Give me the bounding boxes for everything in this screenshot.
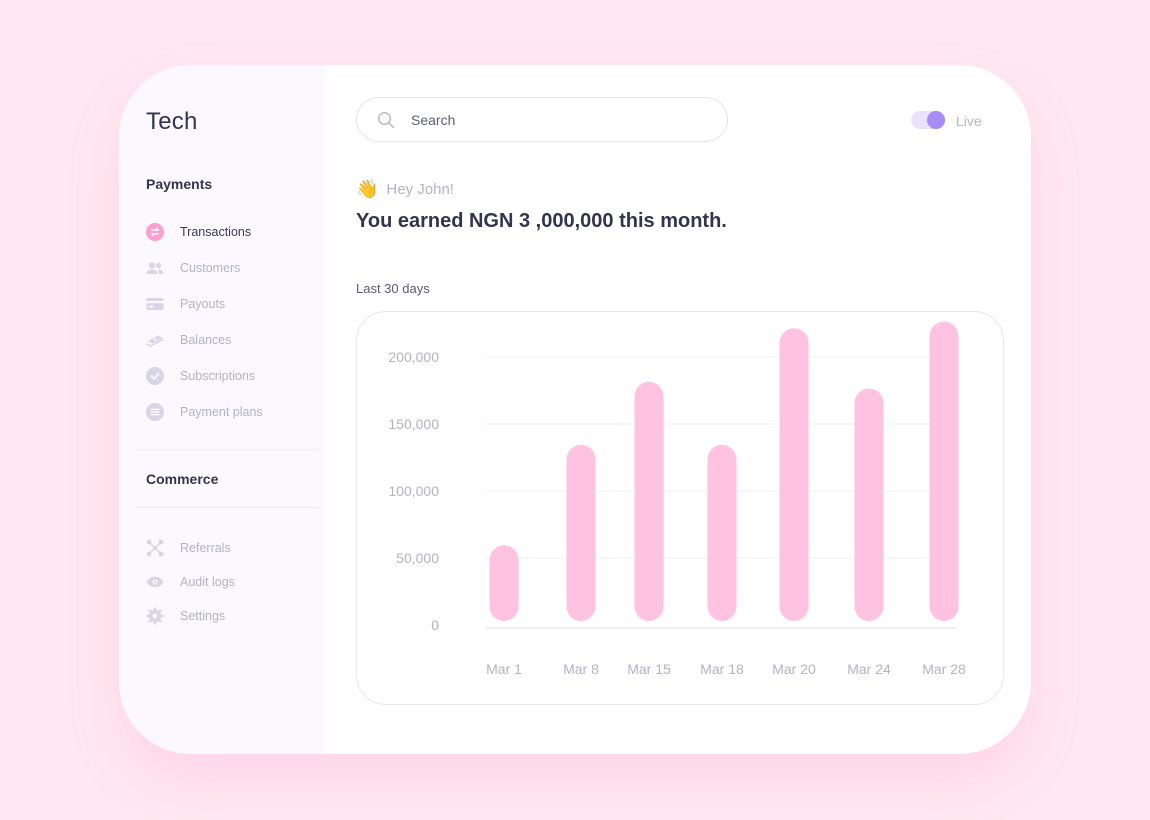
dashboard-card: Tech Payments Transactions Customers Pay… — [119, 65, 1031, 754]
bar-chart: 200,000 150,000 100,000 50,000 0 Mar 1 Mar 8 Ma… — [388, 321, 966, 677]
bar[interactable] — [634, 381, 664, 621]
sidebar-item-label: Subscriptions — [180, 369, 256, 383]
bar[interactable] — [854, 388, 884, 621]
sidebar-item-customers[interactable]: Customers — [146, 259, 316, 277]
search-input[interactable] — [409, 110, 693, 129]
greeting: 👋 Hey John! — [356, 179, 454, 200]
bar[interactable] — [929, 321, 959, 621]
sidebar-divider — [136, 449, 319, 450]
x-tick-label: Mar 28 — [922, 661, 966, 677]
bar[interactable] — [489, 545, 519, 621]
y-tick-label: 200,000 — [388, 349, 439, 365]
sidebar-item-subscriptions[interactable]: Subscriptions — [146, 367, 316, 385]
sidebar-divider — [136, 507, 319, 508]
x-tick-label: Mar 8 — [563, 661, 599, 677]
live-toggle[interactable] — [911, 111, 945, 129]
brand-logo: Tech — [146, 108, 198, 135]
sidebar-item-transactions[interactable]: Transactions — [146, 223, 316, 241]
sidebar-item-label: Settings — [180, 609, 226, 623]
sidebar: Tech Payments Transactions Customers Pay… — [119, 65, 325, 754]
users-icon — [146, 259, 164, 277]
bar[interactable] — [566, 444, 596, 621]
card-icon — [146, 295, 164, 313]
bar[interactable] — [779, 328, 809, 621]
sidebar-item-payouts[interactable]: Payouts — [146, 295, 316, 313]
x-tick-label: Mar 18 — [700, 661, 744, 677]
sidebar-item-balances[interactable]: Balances — [146, 331, 316, 349]
earnings-chart: 200,000 150,000 100,000 50,000 0 Mar 1 Mar 8 Ma… — [356, 311, 1004, 705]
y-tick-label: 50,000 — [396, 550, 439, 566]
list-circle-icon — [146, 403, 164, 421]
live-label: Live — [956, 113, 982, 129]
sidebar-item-settings[interactable]: Settings — [146, 607, 316, 625]
sidebar-item-referrals[interactable]: Referrals — [146, 539, 316, 557]
gear-icon — [146, 607, 164, 625]
earnings-headline: You earned NGN 3 ,000,000 this month. — [356, 210, 727, 232]
payments-nav: Transactions Customers Payouts Balances — [146, 223, 316, 421]
toggle-knob — [927, 111, 945, 129]
swap-circle-icon — [146, 223, 164, 241]
greeting-text: Hey John! — [386, 181, 454, 198]
sidebar-item-label: Payouts — [180, 297, 226, 311]
sidebar-item-label: Transactions — [180, 225, 252, 239]
sidebar-item-label: Customers — [180, 261, 241, 275]
check-circle-icon — [146, 367, 164, 385]
payments-section-title: Payments — [146, 176, 213, 192]
eye-icon — [146, 573, 164, 591]
x-tick-label: Mar 20 — [772, 661, 816, 677]
commerce-section-title: Commerce — [146, 471, 219, 487]
commerce-nav: Referrals Audit logs Settings — [146, 539, 316, 625]
search-icon — [377, 111, 395, 129]
x-tick-label: Mar 24 — [847, 661, 891, 677]
sidebar-item-label: Payment plans — [180, 405, 263, 419]
x-tick-label: Mar 15 — [627, 661, 671, 677]
waving-hand-icon: 👋 — [356, 179, 379, 199]
y-tick-label: 0 — [431, 617, 439, 633]
search-bar[interactable] — [356, 97, 728, 142]
money-icon — [146, 331, 164, 349]
y-tick-label: 150,000 — [388, 416, 439, 432]
x-tick-label: Mar 1 — [486, 661, 522, 677]
network-icon — [146, 539, 164, 557]
sidebar-item-audit-logs[interactable]: Audit logs — [146, 573, 316, 591]
y-tick-label: 100,000 — [388, 483, 439, 499]
period-label: Last 30 days — [356, 281, 430, 296]
bar[interactable] — [707, 444, 737, 621]
sidebar-item-label: Audit logs — [180, 575, 235, 589]
sidebar-item-label: Balances — [180, 333, 232, 347]
sidebar-item-label: Referrals — [180, 541, 231, 555]
sidebar-item-payment-plans[interactable]: Payment plans — [146, 403, 316, 421]
